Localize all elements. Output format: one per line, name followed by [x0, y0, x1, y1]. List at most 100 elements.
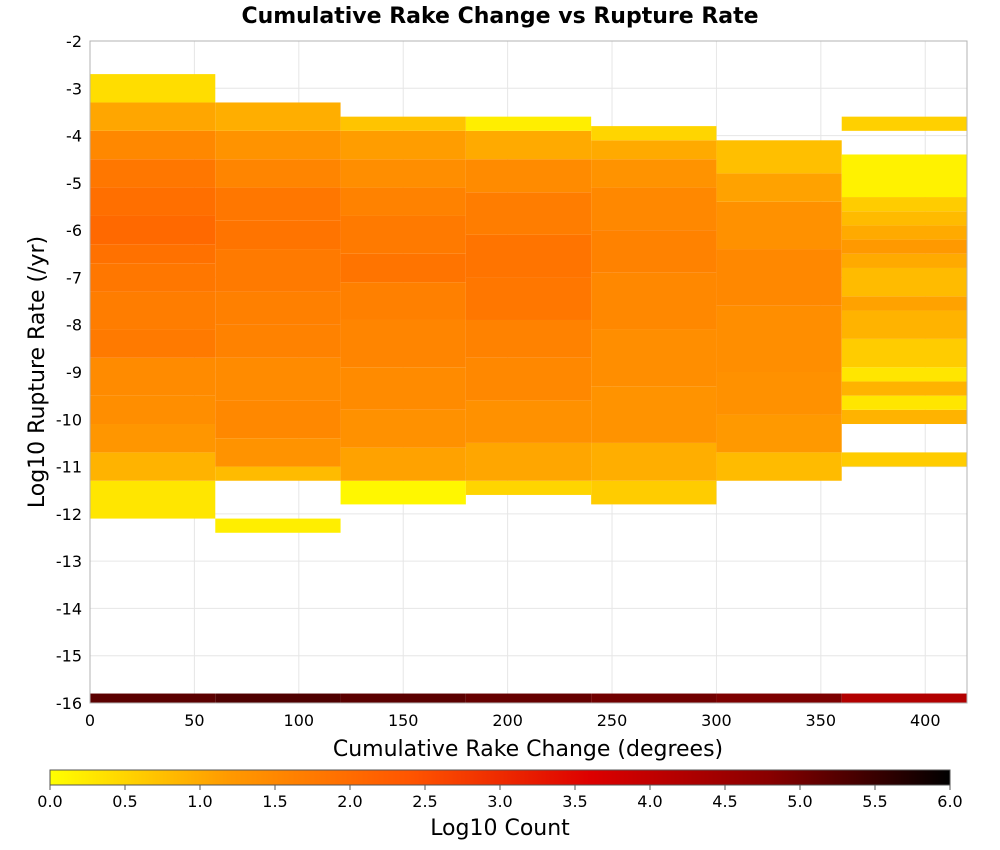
heatmap-cell	[215, 102, 341, 131]
colorbar-tick-label: 0.5	[112, 792, 137, 811]
heatmap-cell	[591, 386, 717, 443]
heatmap-cell	[90, 244, 216, 264]
y-axis-label: Log10 Rupture Rate (/yr)	[25, 236, 50, 508]
heatmap-cell	[215, 357, 341, 401]
y-tick-label: -6	[66, 221, 82, 240]
heatmap-cell	[90, 357, 216, 396]
heatmap-cell	[340, 319, 466, 368]
heatmap-cell	[591, 230, 717, 273]
heatmap-cell	[716, 693, 842, 703]
heatmap-cell	[215, 291, 341, 325]
heatmap-cell	[841, 253, 967, 268]
heatmap-cell	[716, 173, 842, 202]
heatmap-cell	[90, 159, 216, 188]
heatmap-cell	[215, 518, 341, 533]
x-tick-label: 200	[492, 711, 523, 730]
x-axis-label: Cumulative Rake Change (degrees)	[333, 737, 723, 762]
heatmap-cell	[90, 452, 216, 481]
heatmap-cell	[215, 438, 341, 467]
colorbar-tick-label: 2.0	[337, 792, 362, 811]
heatmap-cell	[90, 187, 216, 216]
heatmap-cell	[465, 319, 592, 358]
colorbar-tick-label: 3.5	[562, 792, 587, 811]
heatmap-cell	[716, 414, 842, 453]
x-tick-label: 0	[85, 711, 95, 730]
heatmap-cell	[465, 116, 592, 131]
heatmap-cell	[716, 305, 842, 372]
x-axis-ticks: 0 50 100 150 200 250 300 350 400	[85, 711, 941, 730]
colorbar-tick-label: 5.0	[787, 792, 812, 811]
x-tick-label: 250	[597, 711, 628, 730]
heatmap-cell	[591, 272, 717, 330]
heatmap-cell	[90, 291, 216, 330]
heatmap-cell	[215, 324, 341, 358]
heatmap-cell	[841, 452, 967, 467]
heatmap-cell	[465, 159, 592, 193]
heatmap-cell	[465, 480, 592, 495]
colorbar-tick-label: 2.5	[412, 792, 437, 811]
heatmap-cell	[90, 102, 216, 131]
heatmap-cell	[90, 395, 216, 425]
y-tick-label: -3	[66, 79, 82, 98]
heatmap-cell	[465, 277, 592, 320]
heatmap-cell	[716, 140, 842, 174]
heatmap-cell	[340, 187, 466, 216]
y-tick-label: -12	[56, 505, 82, 524]
heatmap-cell	[340, 215, 466, 254]
heatmap-cell	[591, 329, 717, 387]
heatmap-cell	[591, 442, 717, 481]
heatmap-cell	[716, 452, 842, 481]
y-tick-label: -5	[66, 174, 82, 193]
heatmap-cell	[340, 693, 466, 703]
heatmap-cell	[465, 400, 592, 443]
heatmap-cell	[591, 159, 717, 188]
heatmap-cell	[215, 466, 341, 481]
plot-frame	[89, 40, 968, 704]
colorbar-tick-label: 3.0	[487, 792, 512, 811]
heatmap-cell	[841, 693, 967, 703]
x-tick-label: 400	[910, 711, 941, 730]
y-tick-label: -2	[66, 32, 82, 51]
heatmap-cell	[215, 130, 341, 160]
y-tick-label: -13	[56, 552, 82, 571]
y-tick-label: -16	[56, 694, 82, 713]
heatmap-cell	[340, 159, 466, 188]
heatmap-cell	[340, 282, 466, 320]
heatmap-cell	[465, 442, 592, 481]
heatmap-cell	[465, 693, 592, 703]
heatmap-cell	[716, 372, 842, 415]
colorbar-tick-label: 4.0	[637, 792, 662, 811]
heatmap-cell	[465, 192, 592, 235]
heatmap-cell	[841, 239, 967, 254]
heatmap-cell	[841, 267, 967, 297]
heatmap-cell	[841, 338, 967, 368]
x-tick-label: 150	[388, 711, 419, 730]
heatmap-cells	[90, 74, 967, 703]
heatmap-cell	[841, 154, 967, 198]
x-tick-label: 300	[701, 711, 732, 730]
heatmap-cell	[841, 116, 967, 131]
x-tick-label: 50	[184, 711, 204, 730]
chart-title: Cumulative Rake Change vs Rupture Rate	[241, 4, 758, 29]
x-tick-label: 350	[806, 711, 837, 730]
heatmap-cell	[841, 211, 967, 226]
y-tick-label: -7	[66, 268, 82, 287]
heatmap-cell	[215, 693, 341, 703]
heatmap-cell	[90, 263, 216, 292]
colorbar-tick-label: 4.5	[712, 792, 737, 811]
colorbar-label: Log10 Count	[430, 816, 570, 841]
heatmap-cell	[716, 201, 842, 250]
y-tick-label: -11	[56, 458, 82, 477]
heatmap-cell	[215, 400, 341, 439]
colorbar	[49, 769, 951, 786]
heatmap-cell	[591, 187, 717, 231]
heatmap-cell	[841, 197, 967, 212]
heatmap-cell	[591, 693, 717, 703]
heatmap-cell	[90, 693, 216, 703]
colorbar-tick-label: 1.5	[262, 792, 287, 811]
y-tick-label: -8	[66, 316, 82, 335]
heatmap-cell	[841, 296, 967, 311]
heatmap-cell	[716, 249, 842, 306]
heatmap-cell	[90, 329, 216, 358]
